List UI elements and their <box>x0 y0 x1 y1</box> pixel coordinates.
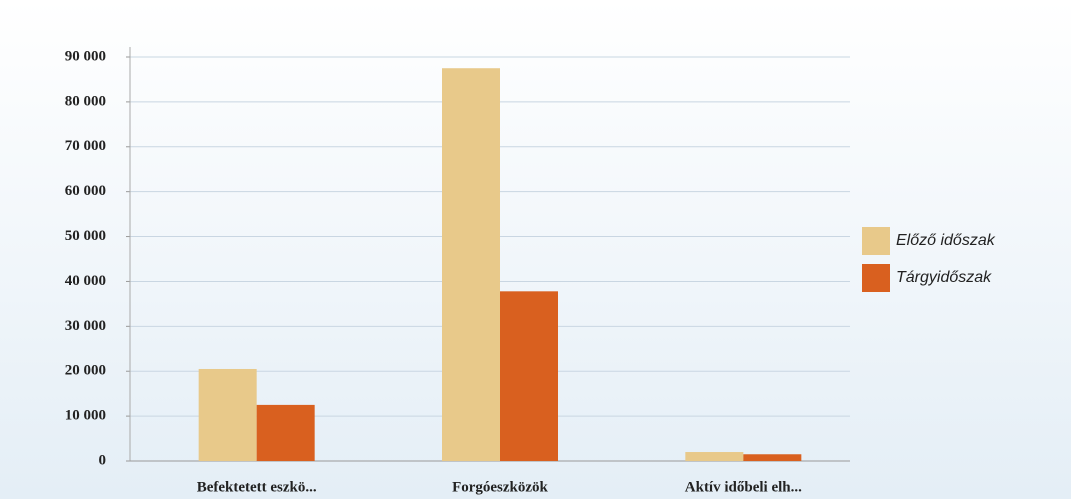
bar <box>685 452 744 461</box>
bar <box>500 291 558 461</box>
y-tick-label: 10 000 <box>65 408 106 424</box>
y-tick-label: 90 000 <box>65 48 106 64</box>
bar <box>442 68 500 461</box>
y-tick-label: 30 000 <box>65 318 106 334</box>
bar <box>256 404 315 461</box>
y-tick-label: 20 000 <box>65 363 106 379</box>
legend-label: Tárgyidőszak <box>896 269 992 286</box>
legend-swatch <box>862 227 890 255</box>
bar <box>198 368 257 461</box>
y-tick-label: 0 <box>99 452 107 468</box>
bar <box>743 454 802 461</box>
y-tick-label: 40 000 <box>65 273 106 289</box>
x-tick-label: Forgóeszközök <box>452 479 548 495</box>
x-tick-label: Befektetett eszkö... <box>197 479 317 495</box>
y-tick-label: 70 000 <box>65 138 106 154</box>
x-tick-label: Aktív időbeli elh... <box>685 479 802 495</box>
legend-swatch <box>862 264 890 292</box>
y-tick-label: 80 000 <box>65 93 106 109</box>
legend-label: Előző időszak <box>896 232 996 249</box>
y-tick-label: 60 000 <box>65 183 106 199</box>
y-tick-label: 50 000 <box>65 228 106 244</box>
